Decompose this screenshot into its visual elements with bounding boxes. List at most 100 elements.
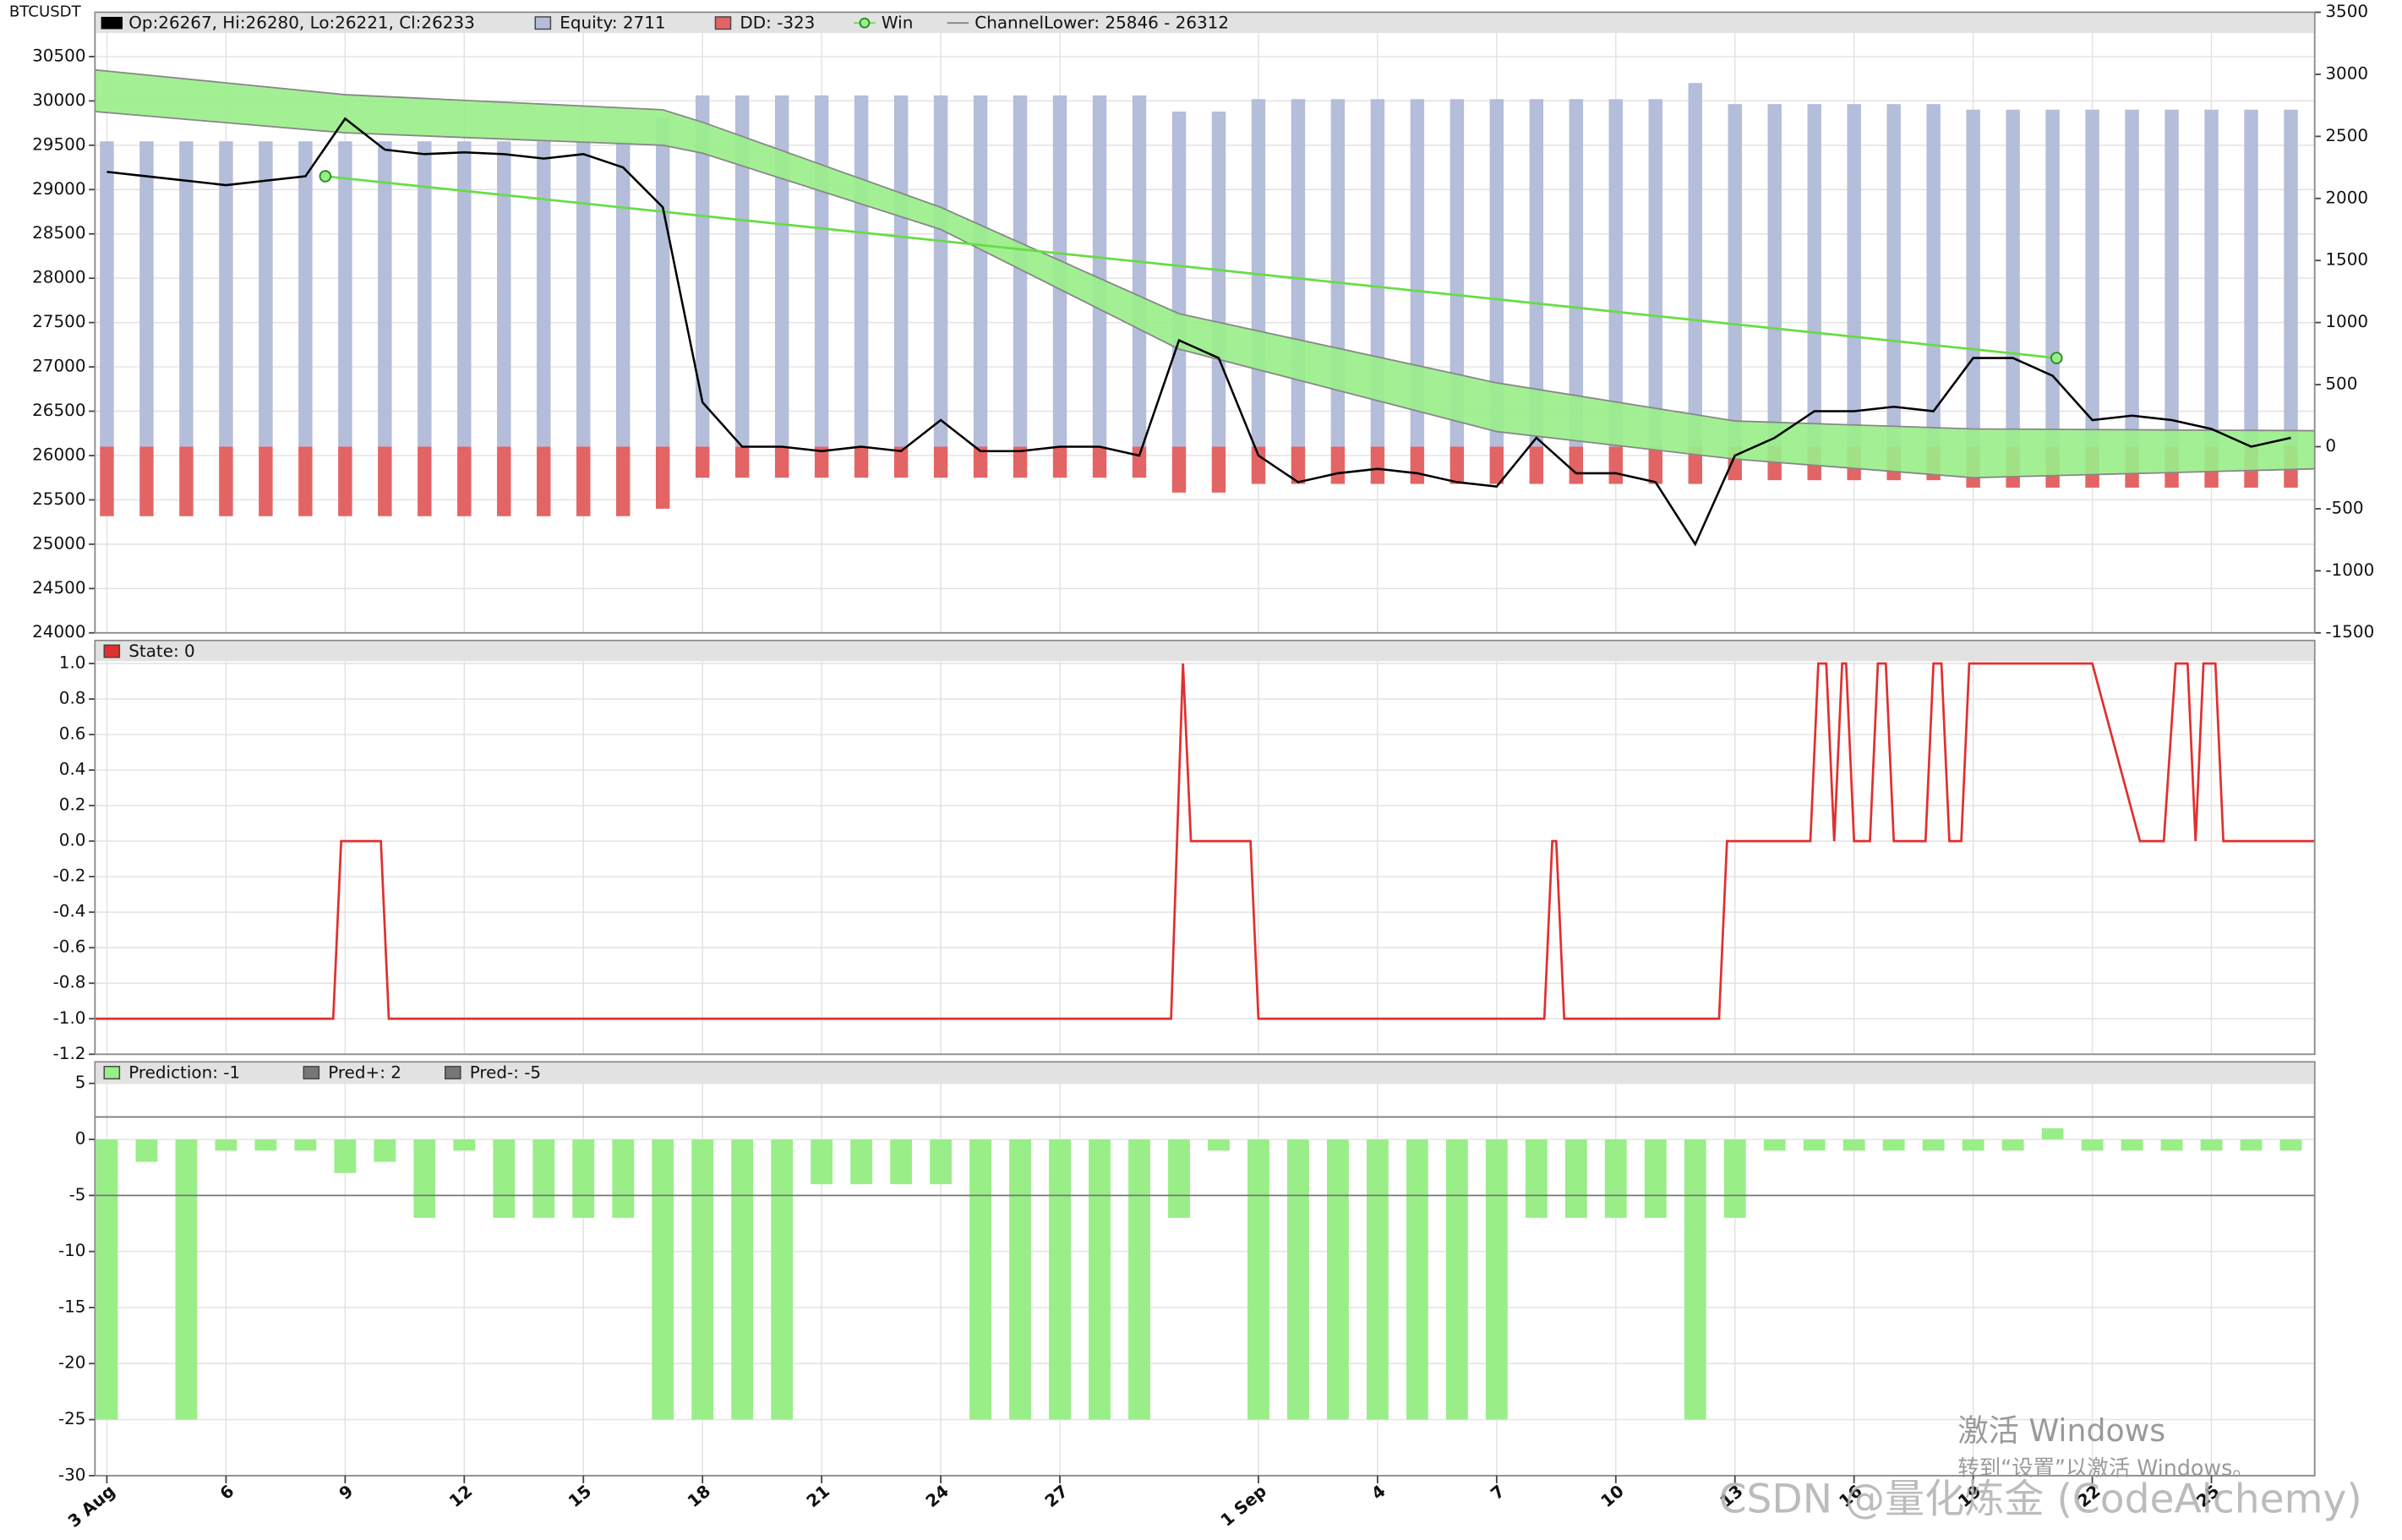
y-tick-label: 0.4 — [59, 760, 86, 779]
bar — [2045, 109, 2060, 447]
legend-bar — [96, 1062, 2314, 1083]
bar — [453, 1139, 476, 1151]
y2-tick-label: 1000 — [2325, 312, 2368, 331]
y-tick-label: 0.8 — [59, 689, 86, 708]
bar — [254, 1139, 277, 1151]
y2-tick-label: 3500 — [2325, 2, 2368, 21]
bar — [2160, 1139, 2183, 1151]
bar — [96, 1139, 118, 1420]
bar — [576, 446, 591, 516]
legend-label: Prediction: -1 — [128, 1062, 240, 1082]
y-tick-label: 30000 — [32, 90, 85, 110]
legend-swatch — [714, 16, 732, 30]
bar — [413, 1139, 436, 1218]
y-tick-label: 0.0 — [59, 831, 86, 850]
y-tick-label: -1.0 — [53, 1008, 86, 1028]
y-tick-label: -20 — [58, 1353, 86, 1373]
bar — [612, 1139, 635, 1218]
bar — [1009, 1139, 1031, 1420]
legend-swatch — [303, 1066, 320, 1080]
y2-tick-label: 500 — [2325, 374, 2357, 394]
bar — [2240, 1139, 2263, 1151]
bar — [933, 446, 948, 478]
bar — [1847, 104, 1861, 447]
bar — [576, 141, 591, 447]
bar — [497, 446, 511, 516]
legend-bar — [96, 641, 2314, 662]
bar — [1330, 446, 1346, 484]
bar — [734, 446, 750, 478]
watermark-title: 激活 Windows — [1957, 1412, 2165, 1449]
y-tick-label: -25 — [58, 1409, 86, 1428]
bar — [2085, 109, 2099, 447]
y-tick-label: -0.8 — [53, 973, 86, 992]
bar — [1842, 1139, 1865, 1151]
bar — [1723, 1139, 1746, 1218]
y-tick-label: -30 — [58, 1465, 86, 1484]
bar — [378, 446, 392, 516]
bar — [179, 446, 194, 516]
y-tick-label: -0.4 — [53, 902, 86, 921]
trade-line — [325, 175, 2057, 359]
bar — [457, 446, 472, 516]
bar — [2121, 1139, 2143, 1151]
bar — [2200, 1139, 2223, 1151]
y-tick-label: -10 — [58, 1241, 86, 1260]
bar — [1564, 1139, 1587, 1218]
panel — [95, 640, 2315, 1055]
bar — [814, 95, 829, 447]
bar — [2081, 1139, 2104, 1151]
bar — [1489, 446, 1504, 484]
bar — [1132, 95, 1147, 447]
bar — [175, 1139, 198, 1420]
bar — [1168, 1139, 1190, 1218]
bar — [139, 446, 154, 516]
bar — [656, 446, 670, 509]
y2-tick-label: -1500 — [2325, 622, 2374, 642]
bar — [1489, 99, 1504, 447]
y-tick-label: 24500 — [32, 578, 85, 598]
bar — [1608, 99, 1624, 447]
legend-label: State: 0 — [128, 642, 194, 661]
y2-tick-label: 1500 — [2325, 250, 2368, 270]
bar — [1962, 1139, 1984, 1151]
bar — [2001, 1139, 2024, 1151]
bar — [2165, 109, 2179, 447]
bar — [493, 1139, 516, 1218]
bar — [734, 95, 750, 447]
bar — [1966, 109, 1980, 447]
bar — [1327, 1139, 1349, 1420]
bar — [1449, 99, 1465, 447]
bar — [1529, 446, 1544, 484]
bar — [1132, 446, 1147, 478]
bar — [334, 1139, 357, 1173]
y-tick-label: 30500 — [32, 46, 85, 65]
y-tick-label: -0.6 — [53, 937, 86, 957]
y2-tick-label: 2000 — [2325, 188, 2368, 207]
bar — [930, 1139, 953, 1185]
bar — [1410, 446, 1425, 484]
bar — [616, 141, 631, 447]
bar — [1608, 446, 1624, 484]
bar — [418, 446, 432, 516]
bar — [259, 141, 273, 447]
y-tick-label: 25000 — [32, 533, 85, 553]
y-tick-label: 0.6 — [59, 724, 86, 744]
credit: CSDN @量化炼金 (CodeAlchemy) — [1719, 1477, 2362, 1523]
y2-tick-label: 0 — [2325, 436, 2336, 456]
y-tick-label: 0.2 — [59, 795, 86, 815]
bar — [338, 446, 352, 516]
bar — [2006, 109, 2020, 447]
bar — [1767, 104, 1782, 447]
bar — [1644, 1139, 1667, 1218]
bar — [2244, 109, 2258, 447]
legend-label: ChannelLower: 25846 - 26312 — [974, 14, 1229, 33]
bar — [893, 95, 909, 447]
y-tick-label: 26500 — [32, 401, 85, 420]
panel-frame — [94, 11, 2316, 634]
bar — [418, 141, 432, 447]
bar — [1247, 1139, 1269, 1420]
bar — [652, 1139, 674, 1420]
bar — [497, 141, 511, 447]
bar — [893, 446, 909, 478]
